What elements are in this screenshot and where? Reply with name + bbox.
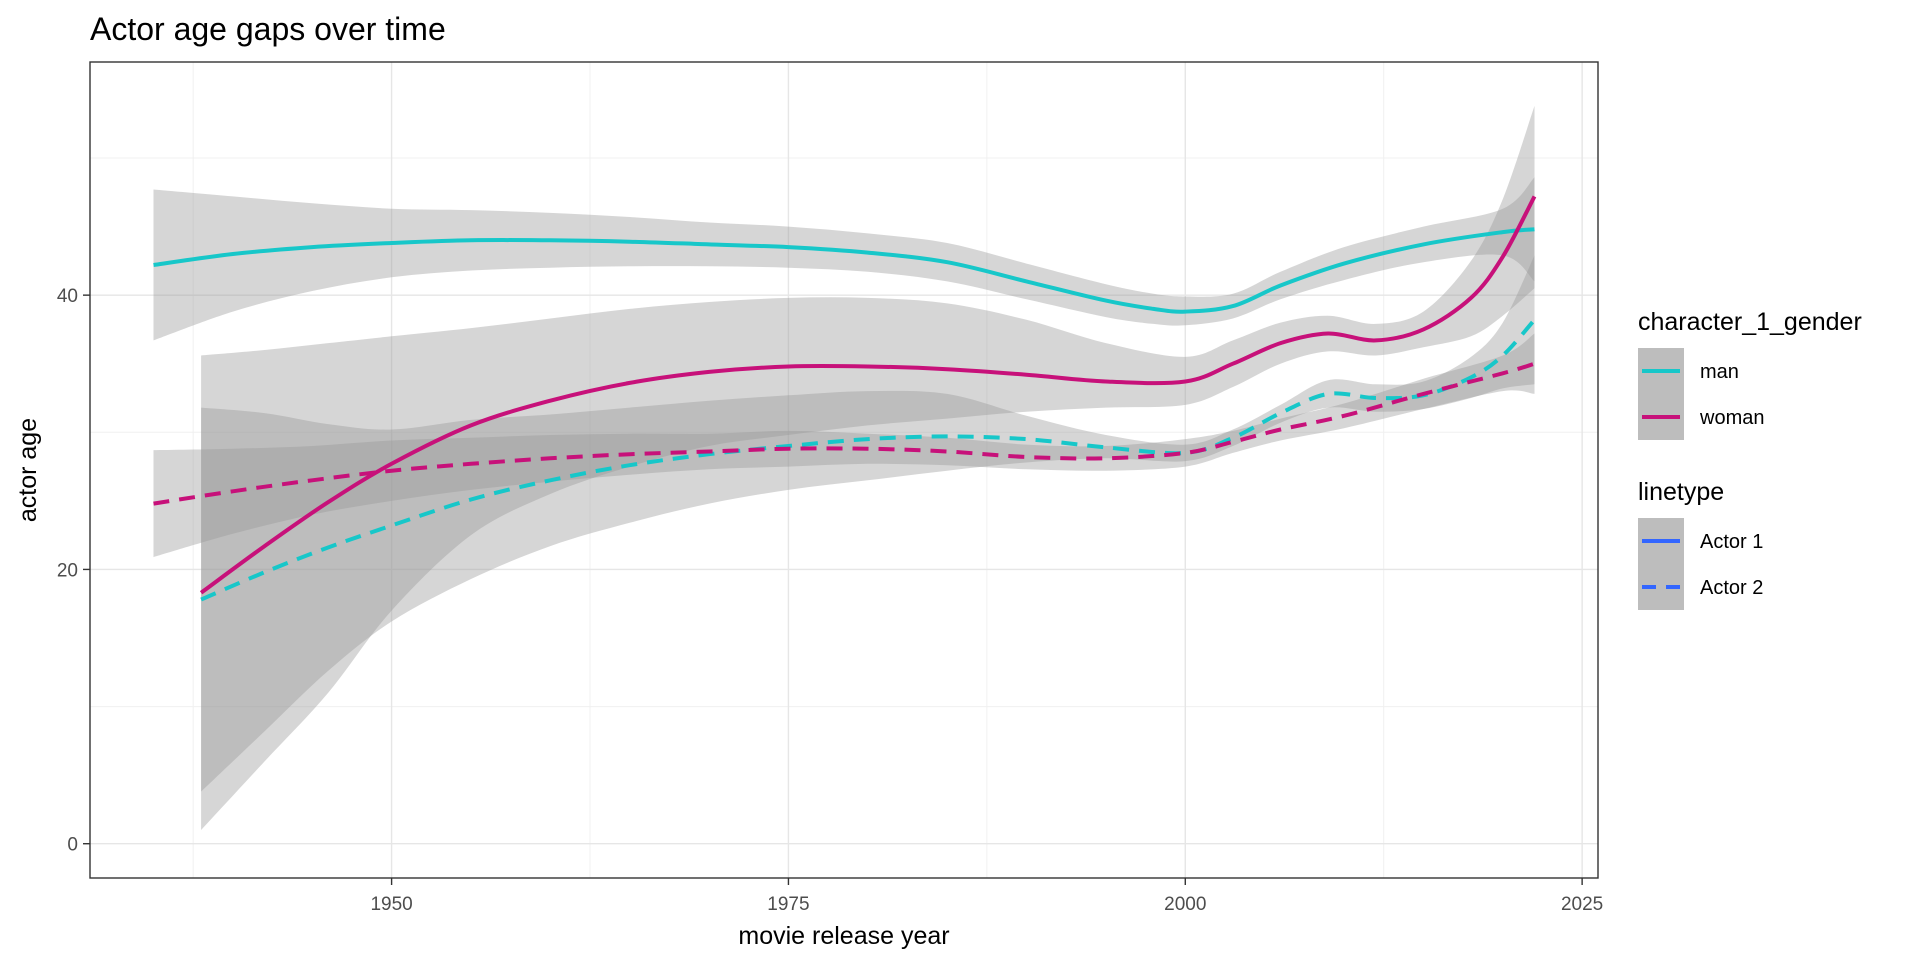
x-axis-title: movie release year: [738, 922, 949, 950]
y-axis: 0 20 40: [57, 286, 90, 856]
line-woman-actor-2: [153, 361, 1536, 506]
plot-panel-background: [90, 62, 1598, 878]
legend-label: Actor 1: [1700, 531, 1763, 553]
confidence-ribbons: [153, 105, 1535, 830]
chart-title: Actor age gaps over time: [90, 11, 446, 47]
x-axis: 1950 1975 2000 2025: [370, 878, 1603, 915]
legend-label: man: [1700, 361, 1739, 383]
smooth-lines: [153, 195, 1537, 602]
y-tick-label: 0: [67, 835, 78, 856]
grid-major: [90, 62, 1598, 878]
y-tick-label: 20: [57, 560, 78, 581]
legend-title: linetype: [1638, 478, 1724, 506]
ribbon-woman-actor-1: [201, 105, 1535, 830]
ribbon-woman-actor-2: [153, 333, 1535, 558]
x-tick-label: 2000: [1164, 894, 1206, 915]
x-tick-label: 1950: [370, 894, 412, 915]
legend-label: woman: [1699, 407, 1764, 429]
plot-panel-border: [89, 61, 1599, 879]
y-axis-title: actor age: [14, 418, 42, 522]
ribbon-man-actor-1: [153, 177, 1535, 341]
x-tick-label: 2025: [1561, 894, 1603, 915]
line-man-actor-2: [200, 318, 1537, 602]
grid-minor: [90, 62, 1598, 878]
y-tick-label: 40: [57, 286, 78, 307]
x-tick-label: 1975: [767, 894, 809, 915]
ribbon-man-actor-2: [201, 255, 1535, 792]
legend-label: Actor 2: [1700, 577, 1763, 599]
line-woman-actor-1: [199, 195, 1537, 595]
legend-title: character_1_gender: [1638, 308, 1862, 336]
line-man-actor-1: [153, 227, 1535, 314]
